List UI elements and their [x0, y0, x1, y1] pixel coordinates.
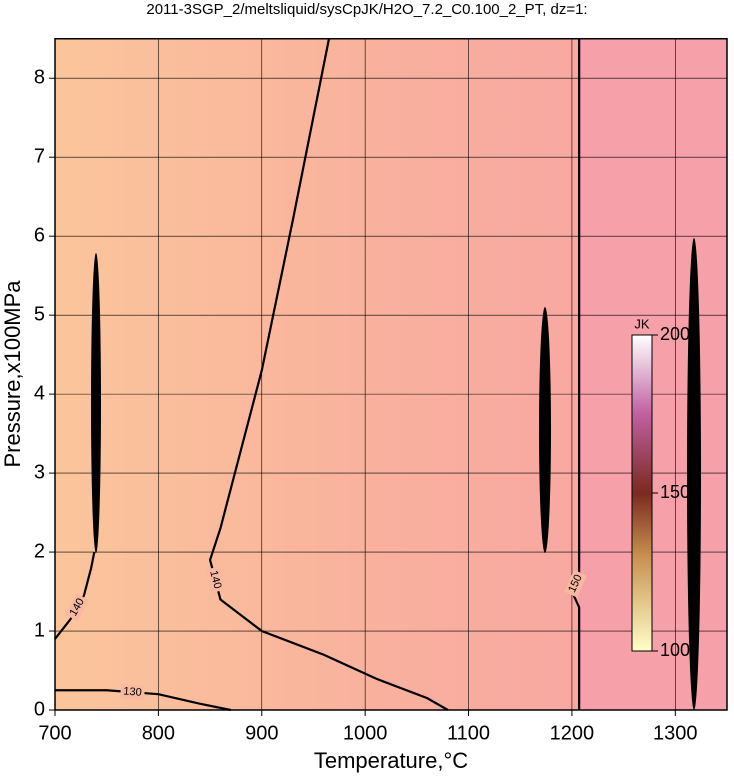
contour-label-bg — [205, 566, 226, 594]
y-tick-label: 3 — [34, 461, 45, 483]
contour-label: 130 — [123, 685, 142, 698]
colorbar-label: JK — [634, 316, 650, 331]
y-axis-label: Pressure,x100MPa — [0, 280, 25, 468]
contour-cluster — [91, 253, 101, 553]
contour-cluster — [539, 307, 551, 553]
colorbar-tick-label: 200 — [660, 324, 690, 344]
x-tick-label: 1200 — [550, 722, 595, 744]
x-tick-label: 1100 — [447, 722, 490, 744]
y-tick-label: 7 — [34, 145, 45, 167]
chart-title: 2011-3SGP_2/meltsliquid/sysCpJK/H2O_7.2_… — [146, 1, 587, 18]
y-tick-label: 4 — [34, 382, 45, 404]
x-tick-label: 700 — [38, 722, 71, 744]
x-tick-label: 800 — [142, 722, 175, 744]
colorbar-tick-label: 100 — [660, 640, 690, 660]
x-axis-label: Temperature,°C — [314, 748, 468, 773]
colorbar — [631, 334, 653, 652]
plot-frame — [54, 38, 728, 711]
colorbar-tick-label: 150 — [660, 482, 690, 502]
y-tick-label: 5 — [34, 303, 45, 325]
contour-line — [54, 551, 96, 640]
contour-label-bg — [564, 569, 587, 598]
contour-label-bg — [120, 684, 146, 701]
y-tick-label: 2 — [34, 540, 45, 562]
contour-clusters — [91, 238, 701, 710]
x-tick-label: 1000 — [343, 722, 388, 744]
contour-label: 140 — [207, 569, 223, 590]
contour-line — [55, 689, 231, 712]
contour-label-bg — [65, 593, 90, 622]
y-tick-label: 6 — [34, 224, 45, 246]
contour-cluster — [687, 238, 701, 710]
x-tick-label: 900 — [245, 722, 278, 744]
y-tick-label: 8 — [34, 67, 45, 89]
x-tick-label: 1300 — [653, 722, 698, 744]
y-tick-label: 0 — [34, 698, 45, 720]
plot-region — [579, 38, 727, 710]
y-tick-label: 1 — [34, 619, 45, 641]
